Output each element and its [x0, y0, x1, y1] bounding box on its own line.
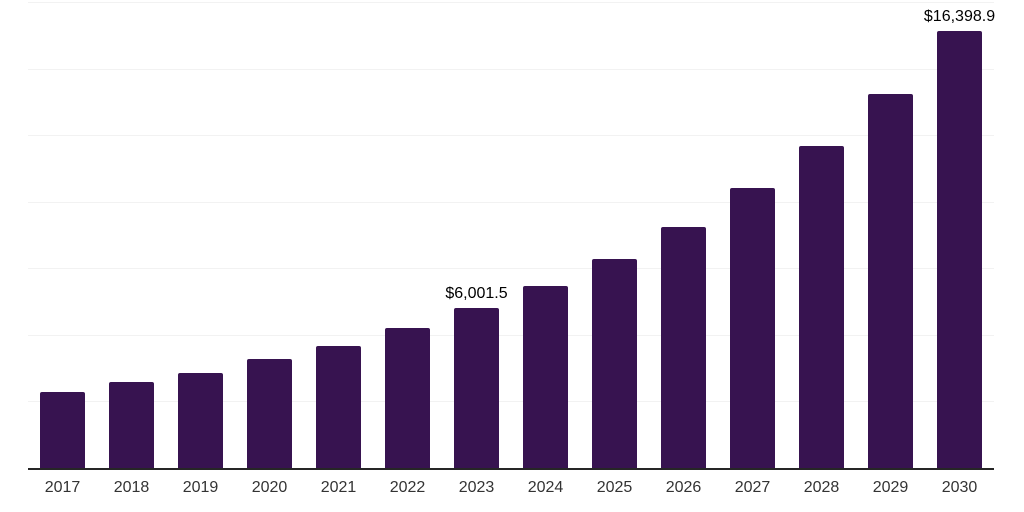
x-tick-label-2019: 2019	[182, 479, 219, 496]
bar-2030	[937, 31, 982, 468]
bar-slot	[28, 2, 97, 468]
bar-2023	[454, 308, 499, 468]
bar-slot: $16,398.9	[923, 2, 996, 468]
x-tick-label-2030: 2030	[941, 479, 978, 496]
x-tick-label-2025: 2025	[596, 479, 633, 496]
bar-2017	[40, 391, 85, 468]
bar-value-label-2023: $6,001.5	[445, 285, 508, 303]
x-tick-label-2026: 2026	[665, 479, 702, 496]
x-tick-label-2017: 2017	[44, 479, 81, 496]
bar-slot	[649, 2, 718, 468]
bar-slot	[787, 2, 856, 468]
bar-slot	[304, 2, 373, 468]
x-tick-label-2022: 2022	[389, 479, 426, 496]
x-tick-label-2018: 2018	[113, 479, 150, 496]
x-tick-label-2020: 2020	[251, 479, 288, 496]
x-tick-label-2028: 2028	[803, 479, 840, 496]
bar-2027	[730, 188, 775, 468]
x-tick-label-2021: 2021	[320, 479, 357, 496]
x-axis: 2017 2018 2019 2020 2021 2022 2023 2024 2025 2026…	[28, 480, 994, 496]
x-tick-label-2029: 2029	[872, 479, 909, 496]
bar-2019	[178, 373, 223, 468]
bar-slot	[373, 2, 442, 468]
bar-slot	[97, 2, 166, 468]
bar-2025	[592, 258, 637, 468]
bar-slot	[580, 2, 649, 468]
bar-2020	[247, 358, 292, 468]
bars: $6,001.5 $16,398.9	[28, 2, 996, 468]
x-tick-label-2024: 2024	[527, 479, 564, 496]
bar-slot	[166, 2, 235, 468]
bar-2018	[109, 381, 154, 468]
x-tick-label-2023: 2023	[458, 479, 495, 496]
bar-2026	[661, 227, 706, 468]
bar-2028	[799, 145, 844, 468]
bar-2024	[523, 286, 568, 468]
bar-2021	[316, 345, 361, 468]
bar-2029	[868, 93, 913, 468]
plot-area: $6,001.5 $16,398.9	[28, 2, 996, 470]
x-tick-label-2027: 2027	[734, 479, 771, 496]
bar-slot	[235, 2, 304, 468]
bar-slot	[718, 2, 787, 468]
bar-slot: $6,001.5	[442, 2, 511, 468]
bar-value-label-2030: $16,398.9	[923, 8, 996, 26]
bar-slot	[856, 2, 925, 468]
bar-2022	[385, 328, 430, 468]
bar-slot	[511, 2, 580, 468]
